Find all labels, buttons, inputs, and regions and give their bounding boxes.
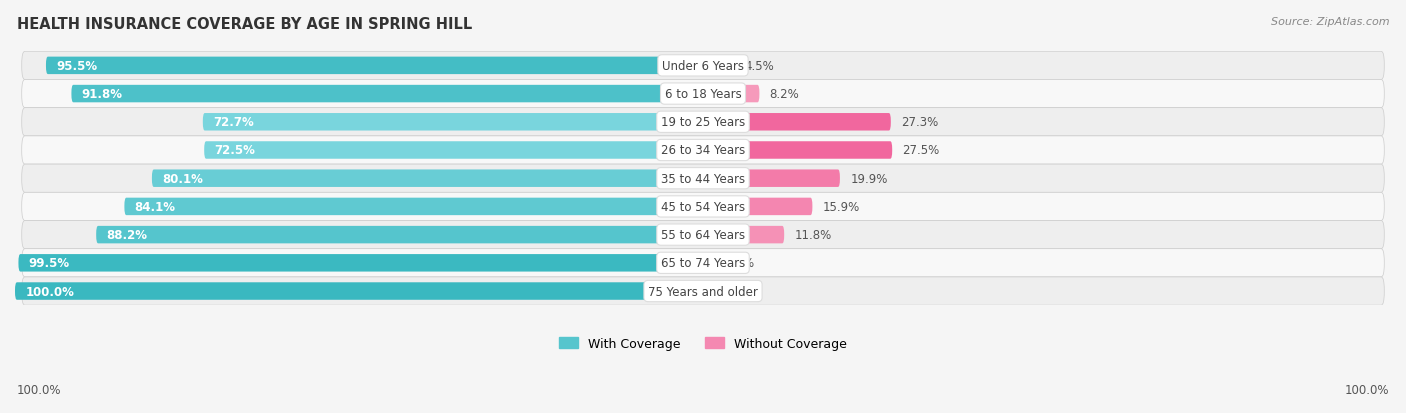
- FancyBboxPatch shape: [124, 198, 703, 216]
- Text: 35 to 44 Years: 35 to 44 Years: [661, 172, 745, 185]
- FancyBboxPatch shape: [152, 170, 703, 188]
- Text: 4.5%: 4.5%: [744, 60, 775, 73]
- Text: 45 to 54 Years: 45 to 54 Years: [661, 200, 745, 214]
- FancyBboxPatch shape: [21, 52, 1385, 80]
- Text: 26 to 34 Years: 26 to 34 Years: [661, 144, 745, 157]
- FancyBboxPatch shape: [703, 170, 839, 188]
- Legend: With Coverage, Without Coverage: With Coverage, Without Coverage: [554, 332, 852, 355]
- FancyBboxPatch shape: [202, 114, 703, 131]
- FancyBboxPatch shape: [21, 165, 1385, 193]
- Text: 75 Years and older: 75 Years and older: [648, 285, 758, 298]
- Text: 80.1%: 80.1%: [162, 172, 202, 185]
- FancyBboxPatch shape: [703, 114, 891, 131]
- FancyBboxPatch shape: [21, 221, 1385, 249]
- FancyBboxPatch shape: [703, 57, 734, 75]
- FancyBboxPatch shape: [46, 57, 703, 75]
- Text: 8.2%: 8.2%: [769, 88, 800, 101]
- Text: 100.0%: 100.0%: [17, 384, 62, 396]
- Text: 100.0%: 100.0%: [1344, 384, 1389, 396]
- FancyBboxPatch shape: [703, 198, 813, 216]
- Text: 19.9%: 19.9%: [851, 172, 887, 185]
- FancyBboxPatch shape: [21, 249, 1385, 277]
- Text: 95.5%: 95.5%: [56, 60, 97, 73]
- Text: 15.9%: 15.9%: [823, 200, 860, 214]
- FancyBboxPatch shape: [18, 254, 703, 272]
- Text: Source: ZipAtlas.com: Source: ZipAtlas.com: [1271, 17, 1389, 26]
- Text: 99.5%: 99.5%: [28, 257, 70, 270]
- FancyBboxPatch shape: [703, 142, 893, 159]
- Text: 55 to 64 Years: 55 to 64 Years: [661, 228, 745, 242]
- FancyBboxPatch shape: [21, 109, 1385, 137]
- Text: 84.1%: 84.1%: [135, 200, 176, 214]
- Text: 11.8%: 11.8%: [794, 228, 832, 242]
- FancyBboxPatch shape: [21, 137, 1385, 165]
- Text: 27.5%: 27.5%: [903, 144, 939, 157]
- Text: 88.2%: 88.2%: [107, 228, 148, 242]
- Text: 72.5%: 72.5%: [215, 144, 256, 157]
- Text: HEALTH INSURANCE COVERAGE BY AGE IN SPRING HILL: HEALTH INSURANCE COVERAGE BY AGE IN SPRI…: [17, 17, 472, 31]
- Text: 91.8%: 91.8%: [82, 88, 122, 101]
- FancyBboxPatch shape: [703, 226, 785, 244]
- Text: 72.7%: 72.7%: [214, 116, 254, 129]
- FancyBboxPatch shape: [703, 85, 759, 103]
- FancyBboxPatch shape: [21, 193, 1385, 221]
- Text: 19 to 25 Years: 19 to 25 Years: [661, 116, 745, 129]
- Text: 6 to 18 Years: 6 to 18 Years: [665, 88, 741, 101]
- Text: 65 to 74 Years: 65 to 74 Years: [661, 257, 745, 270]
- Text: Under 6 Years: Under 6 Years: [662, 60, 744, 73]
- FancyBboxPatch shape: [21, 277, 1385, 305]
- FancyBboxPatch shape: [204, 142, 703, 159]
- FancyBboxPatch shape: [72, 85, 703, 103]
- FancyBboxPatch shape: [703, 254, 707, 272]
- FancyBboxPatch shape: [21, 80, 1385, 109]
- FancyBboxPatch shape: [15, 282, 703, 300]
- Text: 0.05%: 0.05%: [713, 285, 751, 298]
- FancyBboxPatch shape: [96, 226, 703, 244]
- Text: 0.52%: 0.52%: [717, 257, 754, 270]
- Text: 27.3%: 27.3%: [901, 116, 938, 129]
- Text: 100.0%: 100.0%: [25, 285, 75, 298]
